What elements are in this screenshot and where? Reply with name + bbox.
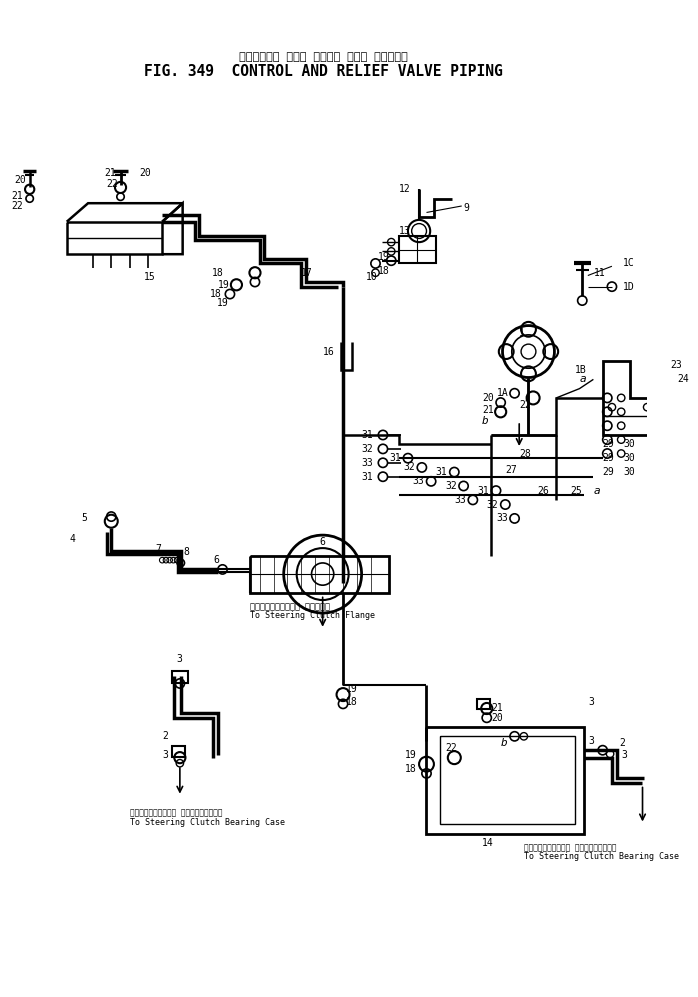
Text: 17: 17 [302,268,313,278]
Text: 7: 7 [156,544,162,554]
Text: 19: 19 [378,252,390,262]
Text: 20: 20 [491,713,503,723]
Text: ステアリングクラッチ ベアリングケースへ: ステアリングクラッチ ベアリングケースへ [524,843,616,852]
Text: 3: 3 [588,736,595,746]
Text: 13: 13 [399,226,410,236]
Text: a: a [593,486,600,496]
Text: 31: 31 [436,467,447,478]
Text: 2: 2 [162,732,168,742]
Text: 20: 20 [482,393,494,403]
Text: 3: 3 [621,750,627,760]
Text: 22: 22 [519,401,531,411]
Text: 18: 18 [346,697,357,707]
Text: 4: 4 [70,533,75,543]
Text: a: a [579,374,586,385]
Text: 18: 18 [209,289,221,299]
Text: ステアリングクラッチ ベアリングケースへ: ステアリングクラッチ ベアリングケースへ [130,809,222,818]
Text: 26: 26 [537,486,549,496]
Text: 32: 32 [445,481,456,491]
Text: 29: 29 [602,454,614,464]
Text: 25: 25 [570,486,582,496]
Text: 33: 33 [496,513,507,523]
Text: 1C: 1C [623,258,634,268]
Text: FIG. 349  CONTROL AND RELIEF VALVE PIPING: FIG. 349 CONTROL AND RELIEF VALVE PIPING [144,64,503,79]
Text: 27: 27 [505,466,517,476]
Text: 31: 31 [477,486,489,496]
Text: 1: 1 [519,328,525,338]
Text: 33: 33 [454,495,466,504]
Text: 21: 21 [482,405,494,415]
Text: 19: 19 [218,280,230,290]
Text: 6: 6 [214,555,219,565]
Text: 31: 31 [362,472,373,482]
Text: 30: 30 [623,440,634,450]
Text: 2: 2 [619,738,625,748]
Text: 31: 31 [362,430,373,440]
Text: 23: 23 [670,361,682,371]
Text: To Steering Clutch Bearing Case: To Steering Clutch Bearing Case [524,852,679,861]
Text: 9: 9 [463,202,470,212]
Text: 20: 20 [139,167,151,177]
Text: 20: 20 [14,175,26,185]
Text: 30: 30 [623,467,634,478]
Text: b: b [482,416,489,426]
Text: 31: 31 [389,454,401,464]
Text: To Steering Clutch Bearing Case: To Steering Clutch Bearing Case [130,819,285,828]
Text: 33: 33 [413,477,424,487]
Text: 33: 33 [362,458,373,468]
Text: To Steering Clutch Flange: To Steering Clutch Flange [251,611,376,620]
Text: 18: 18 [378,266,390,276]
Text: 18: 18 [211,268,223,278]
Bar [477,699,491,709]
Text: 1D: 1D [623,281,634,292]
Text: コントロール および リリーフ バルブ パイピング: コントロール および リリーフ バルブ パイピング [239,52,408,62]
Text: 3: 3 [588,697,595,707]
Text: 24: 24 [677,374,688,385]
Text: 1B: 1B [575,365,586,375]
Text: 21: 21 [105,167,117,177]
Text: 22: 22 [107,178,119,188]
Text: 21: 21 [491,703,503,713]
Text: 1A: 1A [497,388,509,398]
Text: 29: 29 [602,467,614,478]
Text: 29: 29 [602,440,614,450]
Text: 19: 19 [346,684,357,694]
Text: 15: 15 [144,272,156,282]
Text: 28: 28 [519,449,531,459]
Bar [399,235,436,263]
Text: 3: 3 [162,750,168,760]
Text: 18: 18 [405,764,417,774]
Text: 19: 19 [217,298,229,308]
Text: 22: 22 [445,744,456,754]
Text: 3: 3 [176,654,182,664]
Text: 12: 12 [399,184,410,194]
Text: 10: 10 [366,272,378,282]
Bar [172,671,188,683]
Text: 5: 5 [82,513,87,523]
Text: 22: 22 [11,201,23,211]
Bar [172,746,186,757]
Text: 14: 14 [482,837,494,847]
Text: 32: 32 [362,444,373,454]
Text: 8: 8 [184,546,189,556]
Text: 11: 11 [593,268,605,278]
Text: 30: 30 [623,454,634,464]
Text: 32: 32 [403,463,415,473]
Text: 6: 6 [320,536,325,546]
Text: 21: 21 [11,190,23,200]
Text: 32: 32 [487,499,498,509]
Text: 19: 19 [405,750,417,760]
Text: 16: 16 [322,347,334,357]
Text: ステアリングクラッチ フランジへ: ステアリングクラッチ フランジへ [251,602,330,611]
Text: b: b [500,738,507,748]
